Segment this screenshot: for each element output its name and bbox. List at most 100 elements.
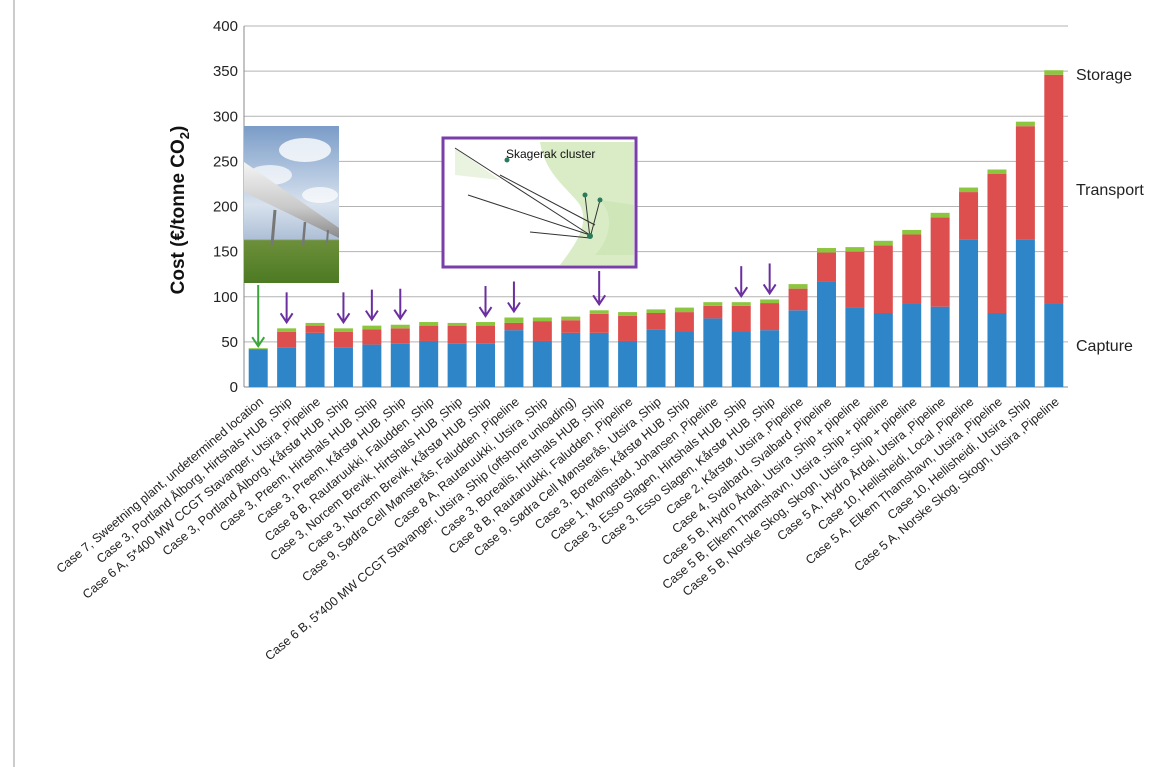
bar-transport-11 xyxy=(532,321,552,341)
bar-transport-16 xyxy=(674,312,694,332)
bar-transport-10 xyxy=(504,322,524,331)
bar-storage-20 xyxy=(788,284,808,289)
bar-storage-12 xyxy=(561,316,581,321)
bar-capture-19 xyxy=(760,330,780,387)
y-tick-0: 0 xyxy=(230,379,238,396)
purple-arrow-10 xyxy=(507,281,521,314)
purple-arrow-2 xyxy=(279,292,294,325)
bar-capture-26 xyxy=(959,239,979,387)
bar-storage-4 xyxy=(333,328,353,332)
bar-capture-22 xyxy=(845,307,865,387)
purple-arrow-13 xyxy=(592,271,607,307)
bars xyxy=(248,70,1064,387)
skagerak-inset-map: Skagerak cluster xyxy=(441,136,638,269)
inset-map-title: Skagerak cluster xyxy=(506,147,595,161)
bar-transport-20 xyxy=(788,288,808,311)
bar-capture-1 xyxy=(248,349,268,387)
bar-storage-26 xyxy=(959,187,979,193)
series-label-storage: Storage xyxy=(1076,67,1132,84)
bar-capture-25 xyxy=(930,306,950,387)
bar-storage-17 xyxy=(703,302,723,306)
purple-arrow-6 xyxy=(393,288,408,321)
purple-arrow-5 xyxy=(365,289,379,322)
bar-transport-24 xyxy=(902,234,922,304)
green-arrow-1 xyxy=(251,285,266,348)
bar-transport-4 xyxy=(333,331,353,348)
bar-transport-19 xyxy=(760,303,780,331)
bar-transport-9 xyxy=(476,325,496,344)
bar-transport-27 xyxy=(987,174,1007,313)
bar-storage-18 xyxy=(731,302,751,306)
bar-transport-8 xyxy=(447,325,467,344)
bar-transport-14 xyxy=(618,315,638,341)
pipeline-photo xyxy=(244,126,339,283)
bar-storage-28 xyxy=(1015,121,1035,127)
bar-capture-28 xyxy=(1015,239,1035,387)
bar-capture-13 xyxy=(589,332,609,387)
y-tick-250: 250 xyxy=(213,153,238,170)
bar-storage-22 xyxy=(845,247,865,252)
bar-transport-22 xyxy=(845,251,865,308)
bar-storage-10 xyxy=(504,317,524,323)
bar-transport-7 xyxy=(419,325,439,341)
series-label-capture: Capture xyxy=(1076,338,1133,355)
bar-storage-25 xyxy=(930,212,950,218)
bar-storage-3 xyxy=(305,322,325,326)
bar-storage-29 xyxy=(1044,70,1064,75)
bar-capture-9 xyxy=(476,343,496,387)
bar-storage-15 xyxy=(646,309,666,313)
y-tick-350: 350 xyxy=(213,63,238,80)
bar-transport-6 xyxy=(390,328,410,344)
bar-storage-24 xyxy=(902,229,922,235)
bar-capture-14 xyxy=(618,340,638,387)
bar-transport-15 xyxy=(646,312,666,330)
bar-capture-11 xyxy=(532,340,552,387)
bar-capture-16 xyxy=(674,331,694,387)
bar-transport-5 xyxy=(362,329,382,345)
bar-storage-16 xyxy=(674,307,694,313)
bar-transport-17 xyxy=(703,305,723,319)
bar-capture-5 xyxy=(362,344,382,387)
y-tick-200: 200 xyxy=(213,199,238,216)
bar-capture-8 xyxy=(447,343,467,387)
x-tick-2: Case 3, Portland Ålborg, Hirtshals HUB ,… xyxy=(93,394,294,566)
bar-capture-3 xyxy=(305,332,325,387)
bar-transport-2 xyxy=(277,331,297,348)
bar-capture-27 xyxy=(987,312,1007,387)
bar-storage-23 xyxy=(873,240,893,246)
bar-storage-11 xyxy=(532,317,552,322)
purple-arrow-18 xyxy=(734,266,749,298)
bar-storage-27 xyxy=(987,169,1007,175)
bar-transport-28 xyxy=(1015,126,1035,240)
bar-transport-29 xyxy=(1044,74,1064,304)
bar-capture-23 xyxy=(873,312,893,387)
bar-transport-21 xyxy=(816,252,836,282)
bar-capture-20 xyxy=(788,310,808,387)
x-tick-labels: Case 7, Sweetning plant, undetermined lo… xyxy=(54,394,1062,663)
bar-storage-6 xyxy=(390,324,410,329)
bar-capture-18 xyxy=(731,331,751,387)
bar-transport-13 xyxy=(589,313,609,333)
bar-storage-8 xyxy=(447,322,467,326)
bar-storage-14 xyxy=(618,312,638,316)
y-tick-300: 300 xyxy=(213,108,238,125)
bar-transport-3 xyxy=(305,325,325,333)
bar-storage-19 xyxy=(760,299,780,304)
bar-capture-12 xyxy=(561,332,581,387)
bar-transport-26 xyxy=(959,192,979,240)
bar-capture-15 xyxy=(646,329,666,387)
bar-capture-4 xyxy=(333,347,353,387)
bar-transport-18 xyxy=(731,305,751,332)
bar-capture-24 xyxy=(902,303,922,387)
bar-storage-7 xyxy=(419,322,439,326)
bar-storage-13 xyxy=(589,310,609,314)
purple-arrow-19 xyxy=(762,263,777,296)
bar-capture-21 xyxy=(816,281,836,387)
y-tick-150: 150 xyxy=(213,244,238,261)
y-tick-50: 50 xyxy=(221,334,238,351)
bar-capture-10 xyxy=(504,330,524,387)
bar-capture-6 xyxy=(390,343,410,387)
bar-transport-12 xyxy=(561,320,581,333)
bar-storage-21 xyxy=(816,248,836,253)
y-tick-400: 400 xyxy=(213,18,238,35)
